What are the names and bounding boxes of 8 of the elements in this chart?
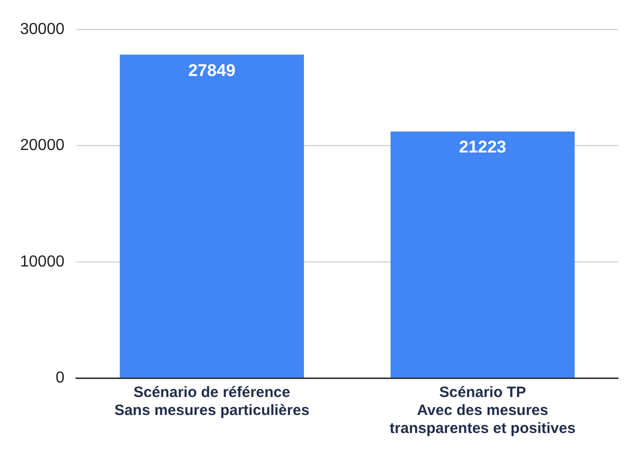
data-label: 27849 bbox=[188, 60, 236, 80]
y-tick-label: 10000 bbox=[20, 253, 65, 270]
data-label: 21223 bbox=[458, 138, 506, 157]
y-tick-label: 20000 bbox=[20, 137, 65, 154]
x-tick-label: Scénario TP Avec des mesures transparentes et positives bbox=[390, 384, 576, 438]
y-tick-label: 0 bbox=[56, 369, 65, 386]
y-tick-label: 30000 bbox=[20, 21, 65, 38]
x-tick-label: Scénario de référence Sans mesures particulières bbox=[114, 384, 310, 420]
